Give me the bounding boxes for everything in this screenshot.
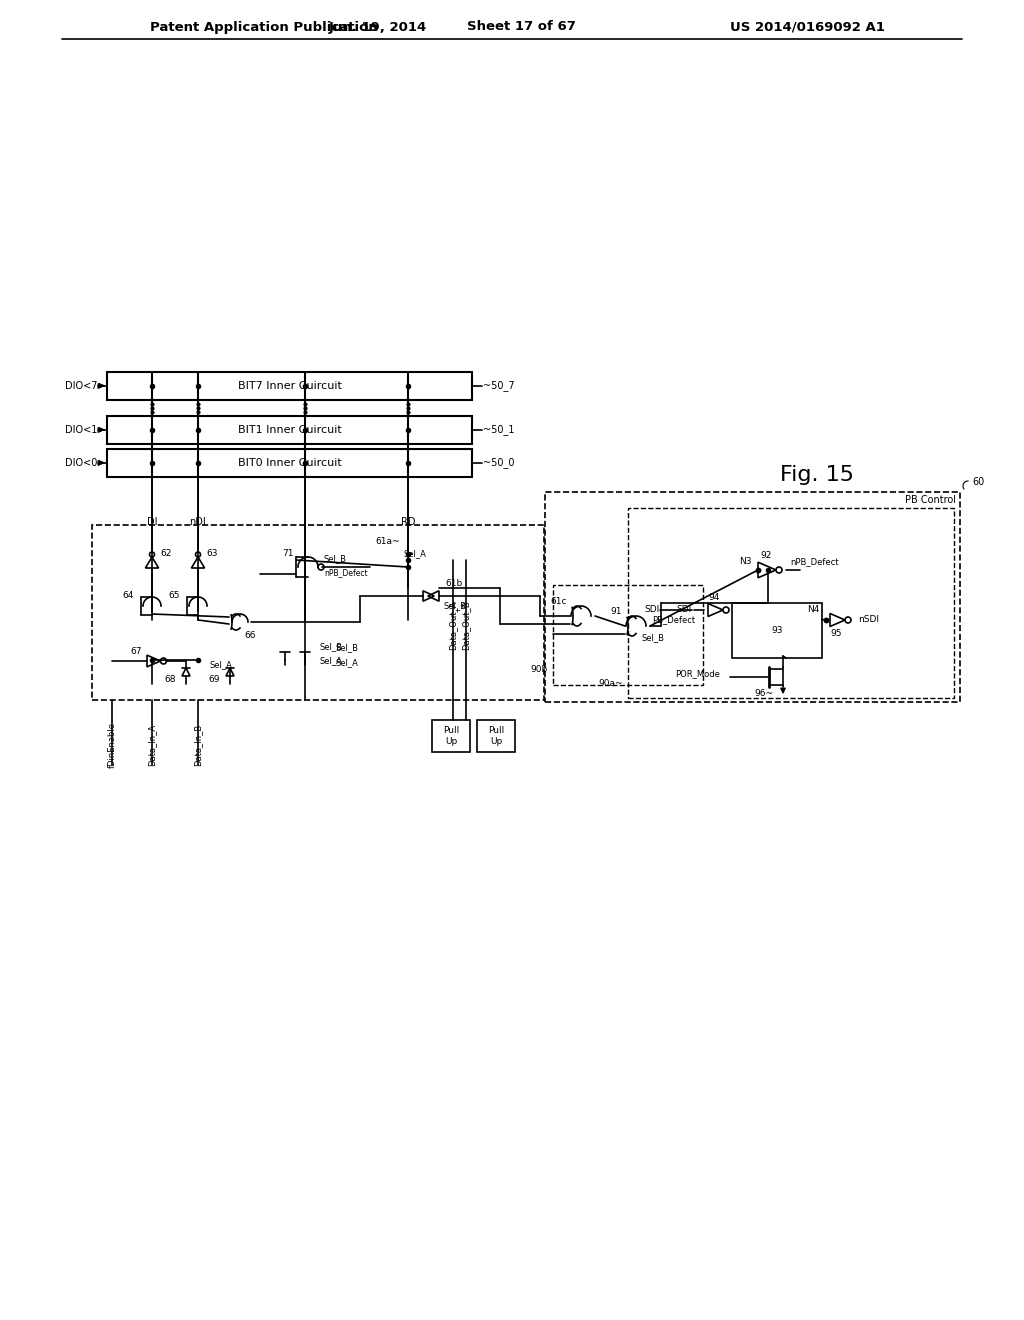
Text: nDI: nDI (189, 517, 207, 527)
Text: 71: 71 (283, 549, 294, 557)
Text: ~50_7: ~50_7 (483, 380, 515, 392)
Bar (106, 449, 472, 477)
Text: nPB_Defect: nPB_Defect (790, 557, 839, 566)
Text: 61c: 61c (551, 598, 567, 606)
Text: Data_Out_A: Data_Out_A (449, 601, 458, 649)
Text: Sel_A: Sel_A (404, 549, 427, 558)
Text: 93: 93 (771, 626, 782, 635)
Text: DIO<0>: DIO<0> (65, 458, 105, 469)
Text: Fig. 15: Fig. 15 (780, 465, 854, 484)
Text: Sel_A: Sel_A (210, 660, 232, 669)
Text: 65: 65 (169, 591, 180, 601)
Text: Sel_B: Sel_B (324, 554, 347, 564)
Text: DIO<7>: DIO<7> (65, 381, 105, 391)
Text: nPB_Defect: nPB_Defect (324, 569, 368, 578)
Text: 63: 63 (206, 549, 217, 558)
Text: Sel_B: Sel_B (443, 602, 466, 610)
Text: 92: 92 (760, 552, 772, 561)
Text: 62: 62 (160, 549, 171, 558)
Text: Pull
Up: Pull Up (487, 726, 504, 746)
Text: PB_Defect: PB_Defect (652, 615, 695, 624)
Text: POR_Mode: POR_Mode (675, 669, 720, 678)
Text: RD: RD (400, 517, 416, 527)
Text: 91: 91 (610, 607, 622, 616)
Bar (732, 603, 822, 657)
Text: 95: 95 (830, 630, 842, 639)
Text: SDI: SDI (677, 606, 692, 615)
Text: 67: 67 (130, 647, 142, 656)
Text: Jun. 19, 2014: Jun. 19, 2014 (329, 21, 427, 33)
Text: Data_In_A: Data_In_A (147, 723, 157, 766)
Text: Sel_B: Sel_B (319, 643, 343, 652)
Text: BIT1 Inner Cuircuit: BIT1 Inner Cuircuit (238, 425, 341, 436)
Text: PB Control: PB Control (905, 495, 956, 506)
Text: 94: 94 (709, 594, 720, 602)
Text: ~50_1: ~50_1 (483, 425, 514, 436)
Text: Sel_A: Sel_A (319, 656, 343, 665)
Text: 90a~: 90a~ (598, 678, 623, 688)
Text: N4: N4 (808, 606, 820, 615)
Text: 90b: 90b (530, 665, 548, 675)
Text: Sel_B: Sel_B (641, 634, 664, 643)
Text: Pull
Up: Pull Up (442, 726, 459, 746)
Text: Patent Application Publication: Patent Application Publication (150, 21, 378, 33)
Text: fDinEnable: fDinEnable (108, 722, 117, 768)
Text: Sel_B: Sel_B (335, 644, 358, 652)
Text: US 2014/0169092 A1: US 2014/0169092 A1 (730, 21, 885, 33)
Bar (628, 508, 954, 698)
Text: 61a~: 61a~ (376, 536, 400, 545)
Text: 66: 66 (244, 631, 256, 640)
Bar (477, 719, 515, 752)
Text: Sheet 17 of 67: Sheet 17 of 67 (467, 21, 575, 33)
Text: Data_In_B: Data_In_B (194, 723, 203, 766)
Text: DI: DI (146, 517, 158, 527)
Text: BIT7 Inner Cuircuit: BIT7 Inner Cuircuit (238, 381, 341, 391)
Text: 64: 64 (123, 591, 134, 601)
Bar (432, 719, 470, 752)
Text: nSDI: nSDI (858, 615, 879, 624)
Text: 68: 68 (165, 676, 176, 685)
Text: Sel_A: Sel_A (335, 659, 357, 668)
Text: 96~: 96~ (754, 689, 773, 697)
Text: BIT0 Inner Cuircuit: BIT0 Inner Cuircuit (238, 458, 341, 469)
Text: ~50_0: ~50_0 (483, 458, 514, 469)
Text: DIO<1>: DIO<1> (65, 425, 105, 436)
Text: N3: N3 (739, 557, 752, 566)
Bar (106, 372, 472, 400)
Bar (92, 525, 544, 700)
Text: SDI: SDI (645, 606, 660, 615)
Bar (106, 416, 472, 444)
Bar (553, 585, 703, 685)
Text: 60: 60 (972, 477, 984, 487)
Text: 69: 69 (209, 676, 220, 685)
Text: Data_Out_B: Data_Out_B (462, 601, 470, 649)
Bar (545, 492, 961, 702)
Text: 61b: 61b (445, 579, 462, 589)
